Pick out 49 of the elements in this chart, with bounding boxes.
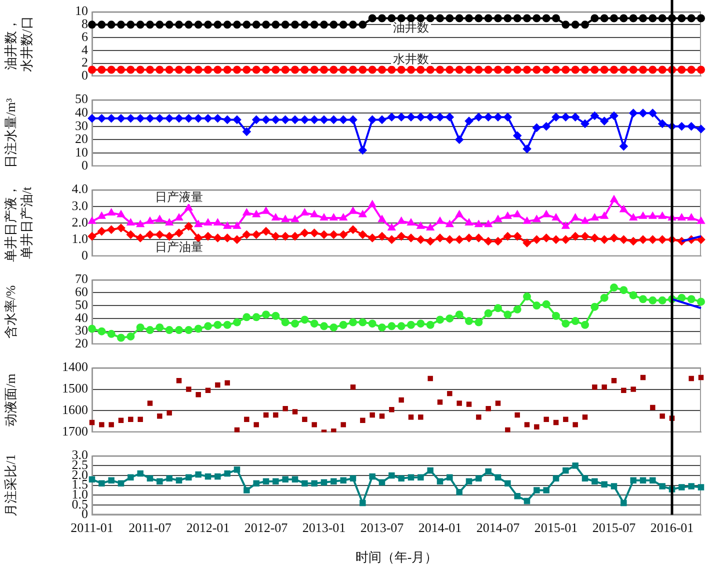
y-axis-title: 日注水量/m³ <box>3 98 18 168</box>
y-axis-title: 动液面/m <box>3 374 18 426</box>
y-tick-label: 8 <box>82 16 88 32</box>
y-tick-label: 40 <box>75 104 88 120</box>
x-tick-label: 2012-07 <box>244 520 288 536</box>
x-tick-label: 2016-01 <box>650 520 694 536</box>
y-tick-label: 2.0 <box>72 214 88 230</box>
series-label: 日产油量 <box>155 240 203 254</box>
y-tick-label: 20 <box>75 336 88 351</box>
x-tick-label: 2013-01 <box>302 520 346 536</box>
x-tick-label: 2013-07 <box>360 520 404 536</box>
y-tick-label: 1400 <box>62 359 88 374</box>
x-tick-label: 2011-07 <box>128 520 172 536</box>
x-tick-label: 2015-01 <box>534 520 578 536</box>
y-tick-label: 10 <box>75 144 88 160</box>
y-tick-label: 70 <box>75 271 88 286</box>
y-tick-label: 40 <box>75 310 88 325</box>
series-label: 油井数 <box>393 20 429 34</box>
series-label: 水井数 <box>393 52 429 66</box>
y-tick-label: 1.0 <box>72 231 88 246</box>
x-axis-title: 时间（年-月） <box>355 550 438 565</box>
x-tick-label: 2014-07 <box>476 520 520 536</box>
y-axis-title: 含水率/% <box>3 285 18 339</box>
y-tick-label: 2 <box>82 54 88 70</box>
y-tick-label: 50 <box>75 296 88 312</box>
y-axis-title: 油井数，水井数/口 <box>3 16 34 72</box>
x-tick-label: 2015-07 <box>592 520 636 536</box>
y-tick-label: 0 <box>82 68 88 83</box>
y-tick-label: 60 <box>75 284 88 300</box>
y-tick-label: 6 <box>82 28 88 44</box>
y-tick-label: 1700 <box>62 424 88 439</box>
y-tick-label: 3.0 <box>72 198 88 213</box>
series-label: 日产液量 <box>155 190 203 204</box>
y-axis-title: 月注采比/1 <box>3 454 18 516</box>
y-tick-label: 50 <box>75 91 88 106</box>
y-tick-label: 4.0 <box>72 181 88 196</box>
x-tick-label: 2012-01 <box>186 520 230 536</box>
y-tick-label: 1600 <box>62 402 88 418</box>
x-tick-label: 2014-01 <box>418 520 462 536</box>
y-tick-label: 1500 <box>62 380 88 396</box>
y-tick-label: 0 <box>82 248 88 263</box>
y-tick-label: 10 <box>75 3 88 18</box>
x-tick-label: 2011-01 <box>70 520 114 536</box>
y-tick-label: 30 <box>75 322 88 338</box>
y-tick-label: 4 <box>82 42 88 57</box>
y-axis-title: 单井日产液，单井日产油/t <box>3 184 34 262</box>
y-tick-label: 20 <box>75 131 88 146</box>
y-tick-label: 0 <box>82 158 88 173</box>
y-tick-label: 30 <box>75 118 88 133</box>
